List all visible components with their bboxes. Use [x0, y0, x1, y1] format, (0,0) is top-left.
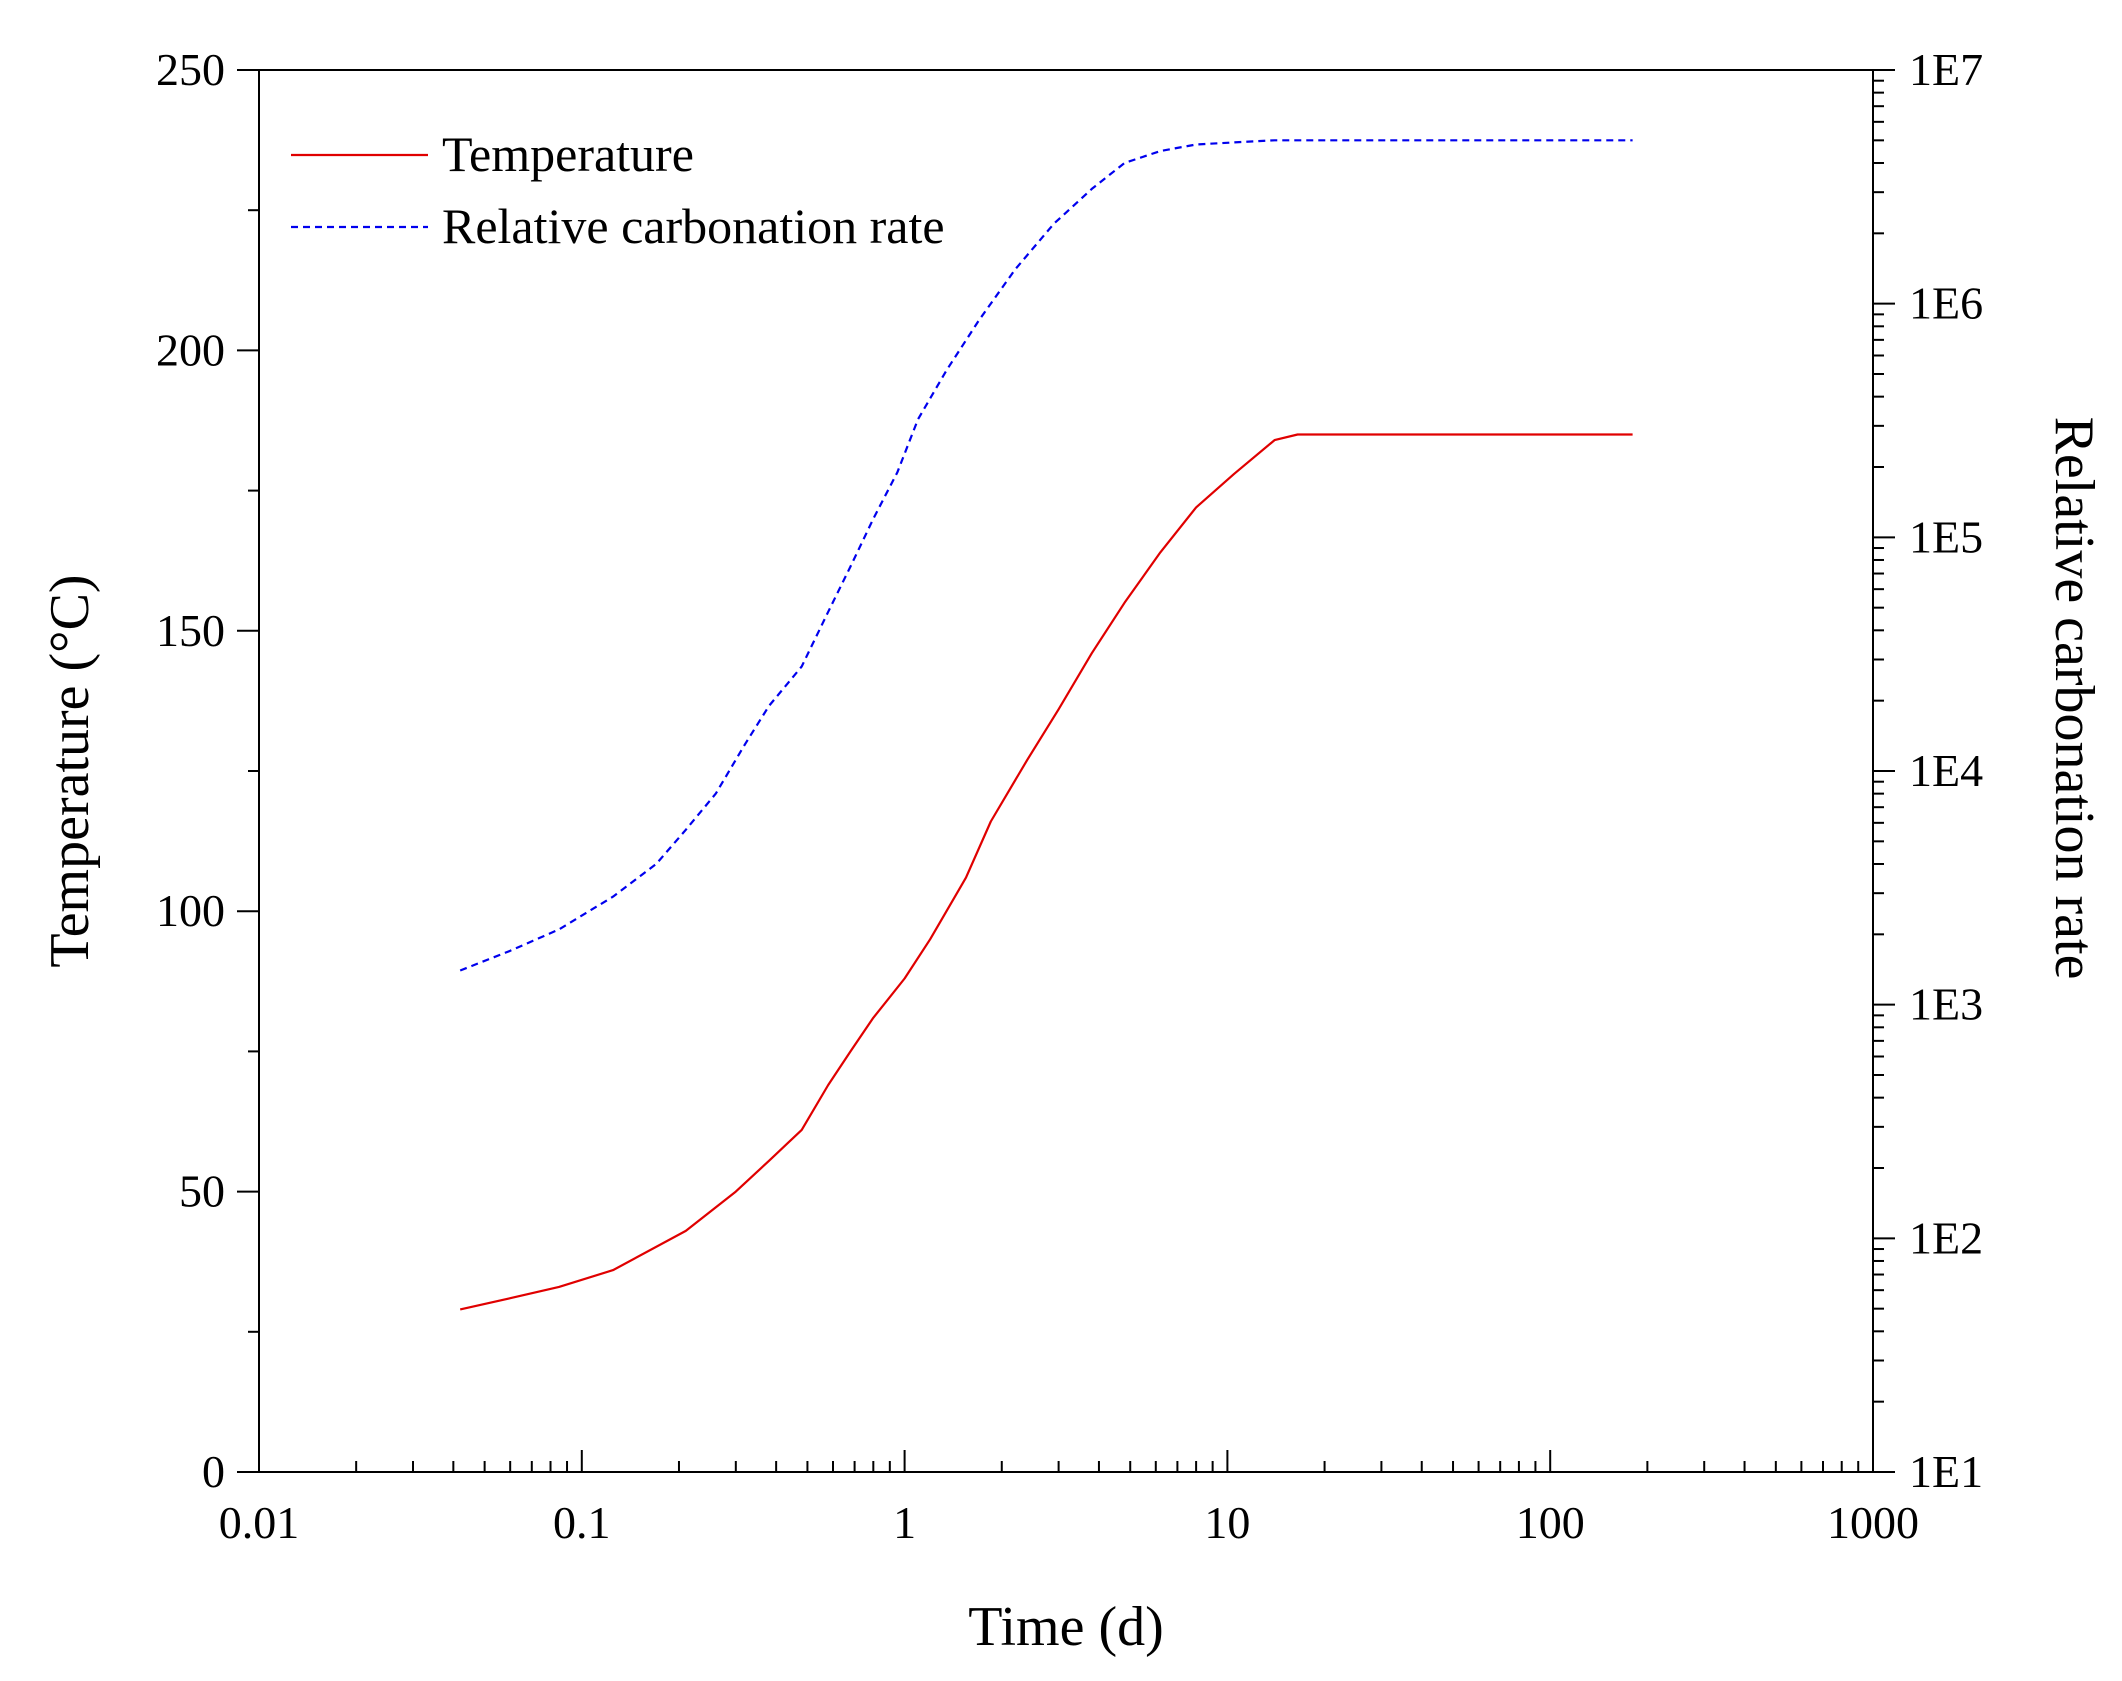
y-tick-label: 0	[202, 1446, 225, 1497]
x-axis-ticks: 0.01 0.1 1 10 100 1000	[219, 1450, 1919, 1548]
x-tick-label: 0.01	[219, 1497, 300, 1548]
y2-tick-label: 1E5	[1909, 511, 1983, 562]
y2-tick-label: 1E6	[1909, 278, 1983, 329]
y-tick-label: 100	[156, 885, 225, 936]
legend: Temperature Relative carbonation rate	[291, 126, 945, 254]
series-temperature-line	[459, 433, 1633, 1311]
y2-tick-label: 1E4	[1909, 745, 1983, 796]
y-tick-label: 50	[179, 1166, 225, 1217]
legend-label-temperature: Temperature	[442, 126, 694, 182]
plot-frame	[258, 69, 1874, 1473]
y-tick-label: 150	[156, 605, 225, 656]
x-tick-label: 0.1	[553, 1497, 611, 1548]
series-layer	[459, 139, 1633, 1311]
x-axis-title: Time (d)	[968, 1596, 1164, 1658]
y2-tick-label: 1E2	[1909, 1212, 1983, 1263]
x-tick-label: 10	[1204, 1497, 1250, 1548]
y2-axis-ticks: 1E1 1E2 1E3 1E4 1E5 1E6 1E7	[1873, 44, 1983, 1497]
x-tick-label: 1000	[1827, 1497, 1919, 1548]
series-carbonation-rate-line	[459, 139, 1633, 972]
legend-label-carbonation: Relative carbonation rate	[442, 198, 945, 254]
y-axis-title: Temperature (°C)	[39, 574, 101, 967]
y-tick-label: 200	[156, 324, 225, 375]
y2-tick-label: 1E7	[1909, 44, 1983, 95]
x-tick-label: 1	[893, 1497, 916, 1548]
y-axis-ticks: 0 50 100 150 200 250	[156, 44, 259, 1497]
y-tick-label: 250	[156, 44, 225, 95]
y2-tick-label: 1E3	[1909, 979, 1983, 1030]
x-tick-label: 100	[1516, 1497, 1585, 1548]
y2-axis-title: Relative carbonation rate	[2043, 417, 2105, 980]
y2-tick-label: 1E1	[1909, 1446, 1983, 1497]
